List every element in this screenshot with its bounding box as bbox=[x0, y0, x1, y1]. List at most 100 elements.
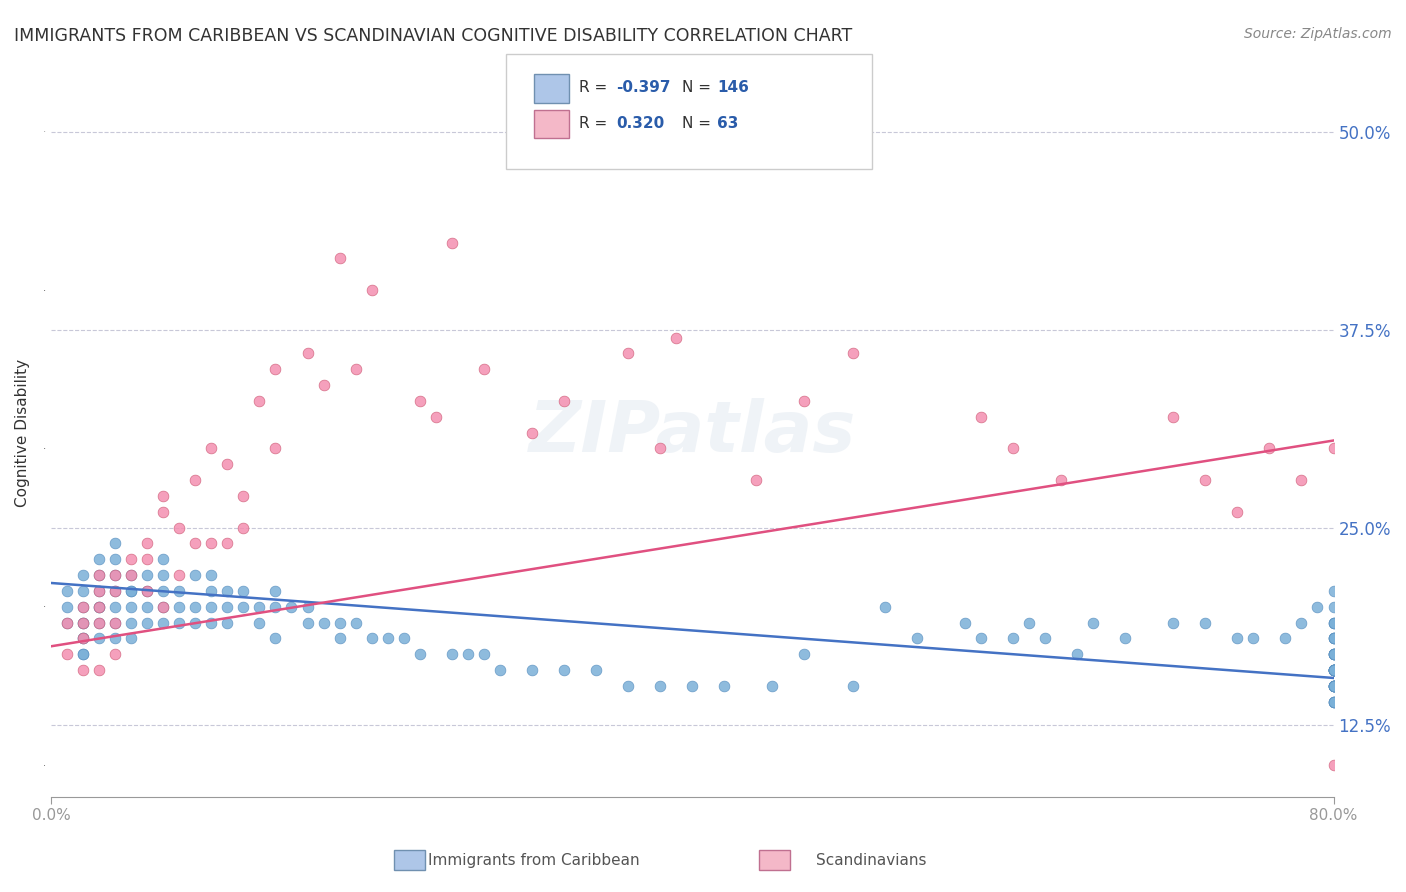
Point bbox=[329, 615, 352, 630]
Point bbox=[1322, 647, 1344, 661]
Point bbox=[167, 615, 190, 630]
Point bbox=[970, 409, 993, 424]
Point bbox=[472, 647, 495, 661]
Point bbox=[440, 647, 463, 661]
Point bbox=[873, 599, 896, 614]
Point bbox=[104, 647, 127, 661]
Point bbox=[1001, 442, 1024, 456]
Point bbox=[1322, 647, 1344, 661]
Point bbox=[312, 378, 335, 392]
Point bbox=[104, 583, 127, 598]
Point bbox=[72, 647, 94, 661]
Point bbox=[1322, 663, 1344, 677]
Point bbox=[553, 393, 575, 408]
Point bbox=[297, 599, 319, 614]
Point bbox=[297, 346, 319, 360]
Point bbox=[87, 583, 110, 598]
Point bbox=[1322, 647, 1344, 661]
Text: -0.397: -0.397 bbox=[616, 80, 671, 95]
Point bbox=[120, 615, 142, 630]
Point bbox=[136, 583, 159, 598]
Point bbox=[1322, 758, 1344, 772]
Text: IMMIGRANTS FROM CARIBBEAN VS SCANDINAVIAN COGNITIVE DISABILITY CORRELATION CHART: IMMIGRANTS FROM CARIBBEAN VS SCANDINAVIA… bbox=[14, 27, 852, 45]
Point bbox=[56, 583, 79, 598]
Point bbox=[232, 583, 254, 598]
Point bbox=[1081, 615, 1104, 630]
Point bbox=[56, 599, 79, 614]
Point bbox=[1050, 473, 1073, 487]
Point bbox=[152, 599, 174, 614]
Text: R =: R = bbox=[579, 80, 613, 95]
Point bbox=[1322, 695, 1344, 709]
Point bbox=[264, 599, 287, 614]
Point bbox=[264, 362, 287, 376]
Point bbox=[87, 568, 110, 582]
Point bbox=[152, 552, 174, 566]
Point bbox=[1322, 442, 1344, 456]
Point bbox=[329, 632, 352, 646]
Point bbox=[665, 330, 688, 344]
Point bbox=[1322, 632, 1344, 646]
Point bbox=[104, 615, 127, 630]
Point bbox=[1322, 695, 1344, 709]
Point bbox=[1322, 615, 1344, 630]
Text: R =: R = bbox=[579, 116, 613, 130]
Point bbox=[72, 615, 94, 630]
Point bbox=[1322, 647, 1344, 661]
Point bbox=[136, 599, 159, 614]
Text: 146: 146 bbox=[717, 80, 749, 95]
Point bbox=[264, 632, 287, 646]
Text: Immigrants from Caribbean: Immigrants from Caribbean bbox=[429, 854, 640, 868]
Point bbox=[681, 679, 703, 693]
Point bbox=[56, 647, 79, 661]
Point bbox=[425, 409, 447, 424]
Y-axis label: Cognitive Disability: Cognitive Disability bbox=[15, 359, 30, 507]
Point bbox=[87, 552, 110, 566]
Point bbox=[905, 632, 928, 646]
Point bbox=[120, 583, 142, 598]
Point bbox=[232, 520, 254, 534]
Point bbox=[841, 346, 863, 360]
Point bbox=[120, 552, 142, 566]
Point bbox=[136, 568, 159, 582]
Point bbox=[1001, 632, 1024, 646]
Point bbox=[200, 615, 222, 630]
Point bbox=[1322, 663, 1344, 677]
Point bbox=[104, 552, 127, 566]
Point bbox=[217, 536, 239, 550]
Point bbox=[1114, 632, 1136, 646]
Point bbox=[1258, 442, 1281, 456]
Point bbox=[1322, 679, 1344, 693]
Point bbox=[1322, 695, 1344, 709]
Point bbox=[360, 283, 382, 297]
Point bbox=[87, 663, 110, 677]
Point bbox=[87, 568, 110, 582]
Point bbox=[585, 663, 607, 677]
Point bbox=[87, 599, 110, 614]
Point bbox=[152, 568, 174, 582]
Point bbox=[72, 632, 94, 646]
Point bbox=[87, 583, 110, 598]
Point bbox=[184, 536, 207, 550]
Point bbox=[793, 647, 815, 661]
Text: ZIPatlas: ZIPatlas bbox=[529, 398, 856, 467]
Point bbox=[104, 568, 127, 582]
Point bbox=[1322, 679, 1344, 693]
Point bbox=[72, 632, 94, 646]
Point bbox=[297, 615, 319, 630]
Point bbox=[1322, 599, 1344, 614]
Point bbox=[72, 647, 94, 661]
Point bbox=[1322, 663, 1344, 677]
Point bbox=[200, 583, 222, 598]
Point bbox=[1194, 615, 1216, 630]
Point bbox=[1322, 663, 1344, 677]
Point bbox=[329, 252, 352, 266]
Point bbox=[104, 599, 127, 614]
Point bbox=[136, 615, 159, 630]
Point bbox=[167, 599, 190, 614]
Point bbox=[280, 599, 302, 614]
Text: N =: N = bbox=[682, 116, 716, 130]
Point bbox=[152, 599, 174, 614]
Point bbox=[56, 615, 79, 630]
Point bbox=[167, 520, 190, 534]
